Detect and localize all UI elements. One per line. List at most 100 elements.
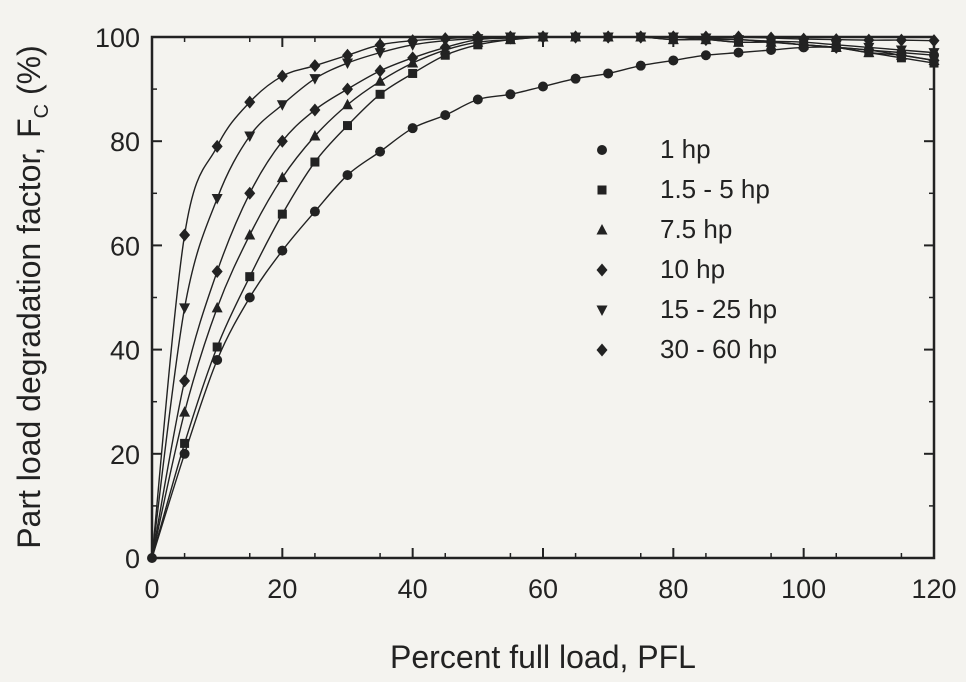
y-axis-title-unit: (%) <box>11 45 47 104</box>
legend-item-1-5-5-hp: 1.5 - 5 hp <box>597 174 770 204</box>
y-tick-label: 100 <box>95 23 140 53</box>
x-tick-label: 0 <box>144 574 159 604</box>
point-1-hp <box>342 170 353 181</box>
point-7-5-hp <box>179 406 191 417</box>
point-30-60-hp <box>342 48 353 62</box>
legend-marker-30-60-hp <box>596 343 608 357</box>
legend-marker-10-hp <box>596 263 608 277</box>
point-10-hp <box>211 264 223 278</box>
legend-marker-15-25-hp <box>596 305 608 316</box>
point-1-hp <box>505 89 516 100</box>
point-10-hp <box>407 51 419 65</box>
y-axis-title-subscript: C <box>31 104 53 118</box>
legend-label: 15 - 25 hp <box>660 294 777 324</box>
point-10-hp <box>276 134 288 148</box>
point-1-hp <box>668 55 679 66</box>
point-1-5-5-hp <box>245 272 255 282</box>
point-1-hp <box>538 81 548 92</box>
legend: 1 hp 1.5 - 5 hp 7.5 hp 10 hp 15 - 25 hp 30 - … <box>596 134 777 364</box>
y-tick-label: 80 <box>110 127 140 157</box>
legend-marker-1-hp <box>597 145 607 155</box>
point-1-5-5-hp <box>277 209 287 219</box>
point-10-hp <box>244 186 256 200</box>
point-15-25-hp <box>244 131 256 142</box>
point-1-hp <box>244 292 255 303</box>
point-1-5-5-hp <box>212 342 222 352</box>
point-15-25-hp <box>276 100 288 111</box>
point-7-5-hp <box>309 129 321 141</box>
legend-label: 10 hp <box>660 254 725 284</box>
point-10-hp <box>309 103 321 117</box>
point-1-5-5-hp <box>408 68 418 78</box>
x-tick-label: 40 <box>398 574 428 604</box>
point-30-60-hp <box>211 139 223 153</box>
point-7-5-hp <box>374 75 386 86</box>
legend-item-10-hp: 10 hp <box>596 254 725 284</box>
x-tick-label: 80 <box>658 574 688 604</box>
point-7-5-hp <box>211 301 223 313</box>
point-15-25-hp <box>342 58 353 70</box>
x-tick-label: 20 <box>267 574 297 604</box>
point-1-5-5-hp <box>375 89 385 99</box>
point-1-hp <box>309 206 320 217</box>
point-1-hp <box>277 245 288 256</box>
point-15-25-hp <box>309 74 321 85</box>
point-10-hp <box>342 82 353 96</box>
point-1-hp <box>700 50 711 61</box>
point-10-hp <box>179 374 191 388</box>
point-30-60-hp <box>244 95 256 109</box>
legend-item-30-60-hp: 30 - 60 hp <box>596 334 777 364</box>
point-15-25-hp <box>895 45 907 57</box>
y-tick-label: 40 <box>110 336 140 366</box>
point-1-hp <box>179 448 190 459</box>
fit-curve-1-hp <box>151 46 935 559</box>
tick-labels: 0 20 40 60 80 100 120 0 20 40 60 80 100 <box>95 23 957 604</box>
point-1-hp <box>472 94 483 105</box>
point-15-25-hp <box>179 303 191 314</box>
x-axis-title: Percent full load, PFL <box>390 639 696 675</box>
point-1-hp <box>635 60 646 71</box>
y-tick-label: 0 <box>125 544 140 574</box>
legend-marker-1-5-5-hp <box>597 185 607 195</box>
axis-ticks <box>151 36 935 559</box>
data-points <box>147 30 940 563</box>
legend-item-7-5-hp: 7.5 hp <box>596 214 732 244</box>
point-1-hp <box>603 68 614 79</box>
point-7-5-hp <box>244 228 256 240</box>
legend-label: 1.5 - 5 hp <box>660 174 770 204</box>
x-tick-label: 60 <box>528 574 558 604</box>
legend-label: 30 - 60 hp <box>660 334 777 364</box>
point-1-hp <box>375 146 386 157</box>
point-15-25-hp <box>211 194 223 205</box>
point-7-5-hp <box>342 98 353 110</box>
point-15-25-hp <box>374 48 386 59</box>
point-7-5-hp <box>276 171 288 183</box>
y-axis-title-main: Part load degradation factor, F <box>11 118 47 548</box>
point-1-hp <box>407 123 418 134</box>
point-10-hp <box>439 40 451 54</box>
point-1-hp <box>766 45 777 56</box>
legend-item-1-hp: 1 hp <box>597 134 711 164</box>
point-1-hp <box>570 73 581 84</box>
fit-curve-15-25-hp <box>151 36 935 559</box>
point-30-60-hp <box>309 59 321 73</box>
point-1-hp <box>212 355 223 366</box>
point-30-60-hp <box>276 69 288 83</box>
point-1-5-5-hp <box>180 438 190 448</box>
x-tick-label: 100 <box>781 574 826 604</box>
y-tick-label: 60 <box>110 231 140 261</box>
point-1-hp <box>733 47 744 58</box>
point-10-hp <box>374 64 386 78</box>
legend-label: 7.5 hp <box>660 214 732 244</box>
point-1-5-5-hp <box>310 157 320 167</box>
point-1-5-5-hp <box>440 50 450 60</box>
point-30-60-hp <box>374 38 386 52</box>
legend-label: 1 hp <box>660 134 711 164</box>
y-tick-label: 20 <box>110 440 140 470</box>
point-30-60-hp <box>179 228 191 242</box>
point-1-hp <box>440 110 451 121</box>
x-tick-label: 120 <box>911 574 956 604</box>
legend-marker-7-5-hp <box>596 224 608 235</box>
point-15-25-hp <box>863 42 875 54</box>
